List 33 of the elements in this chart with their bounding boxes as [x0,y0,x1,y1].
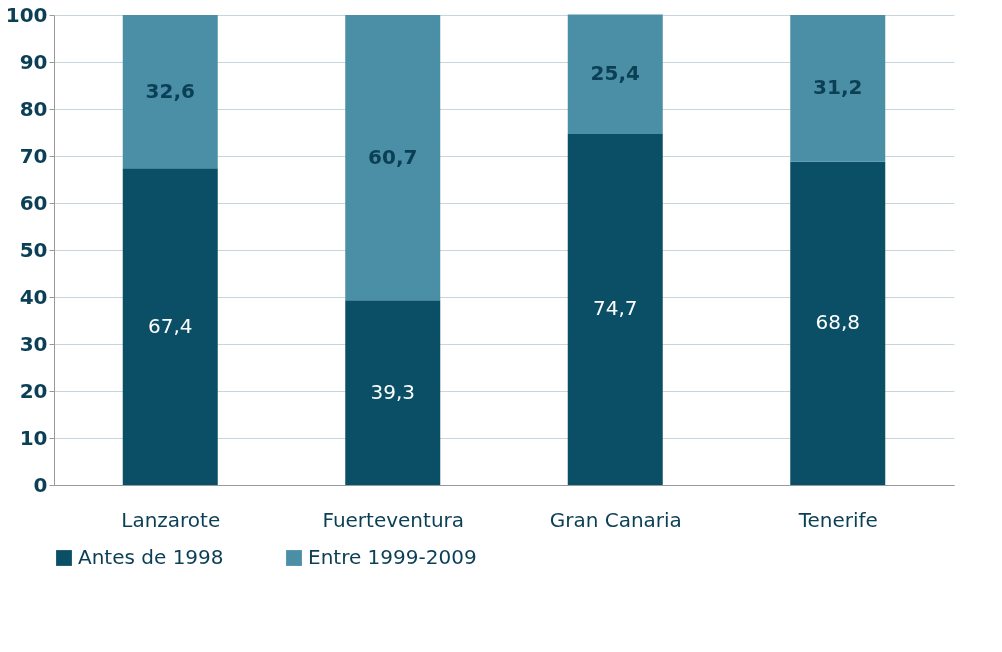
y-tick-label: 80 [19,96,48,121]
data-label: 67,4 [147,313,193,338]
bar [567,133,663,485]
y-tick-label: 90 [19,49,48,74]
y-tick-label: 50 [19,237,48,262]
y-tick-label: 10 [19,425,48,450]
data-label: 32,6 [145,78,195,103]
bar [790,161,886,485]
y-tick-label: 100 [5,2,48,27]
bar [345,300,441,485]
bar [122,15,218,169]
legend-label: Antes de 1998 [78,545,224,569]
data-label: 74,7 [592,296,638,321]
data-label: 39,3 [370,379,416,404]
data-label: 31,2 [813,75,863,100]
y-tick-label: 40 [19,284,48,309]
data-label: 60,7 [368,144,418,169]
legend-label: Entre 1999-2009 [308,545,477,569]
bar [567,14,663,134]
bar [790,15,886,162]
y-tick-label: 70 [19,143,48,168]
x-tick-label: Fuerteventura [322,507,465,532]
y-tick-label: 60 [19,190,48,215]
bar [345,15,441,301]
y-tick-label: 30 [19,331,48,356]
bar [122,168,218,485]
x-tick-label: Gran Canaria [549,507,682,532]
y-tick-label: 20 [19,378,48,403]
data-label: 68,8 [815,310,861,335]
x-tick-label: Lanzarote [121,507,221,532]
x-tick-label: Tenerife [797,507,878,532]
y-tick-label: 0 [33,472,48,497]
data-label: 25,4 [590,61,640,86]
